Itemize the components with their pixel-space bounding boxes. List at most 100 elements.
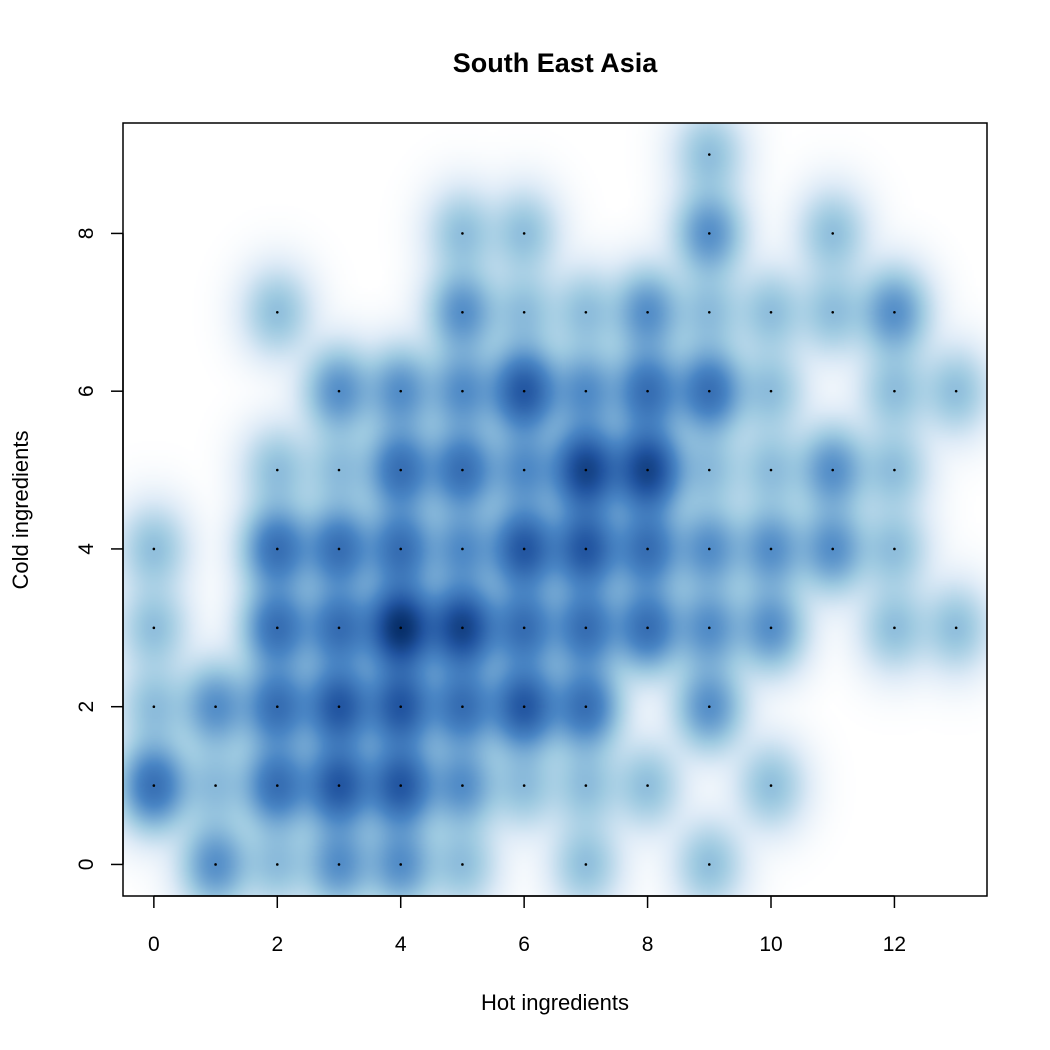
data-point bbox=[461, 784, 464, 787]
data-point bbox=[893, 311, 896, 314]
y-tick-label: 2 bbox=[75, 701, 98, 713]
x-tick-label: 4 bbox=[395, 933, 407, 956]
density-layer bbox=[123, 123, 987, 896]
data-point bbox=[275, 863, 279, 866]
data-point bbox=[152, 705, 156, 708]
data-point bbox=[584, 389, 588, 393]
data-point bbox=[954, 389, 958, 393]
data-point bbox=[275, 705, 279, 708]
data-point bbox=[584, 626, 588, 630]
data-point bbox=[522, 626, 526, 630]
data-point bbox=[214, 863, 217, 866]
x-tick-label: 6 bbox=[518, 933, 530, 956]
data-point bbox=[769, 547, 773, 551]
data-point bbox=[337, 468, 341, 472]
data-point bbox=[584, 705, 588, 708]
data-point bbox=[522, 547, 526, 551]
data-point bbox=[461, 468, 464, 472]
data-point bbox=[831, 311, 835, 314]
x-axis-title: Hot ingredients bbox=[481, 990, 629, 1015]
data-point bbox=[275, 784, 279, 787]
data-point bbox=[337, 389, 341, 393]
data-point bbox=[954, 626, 958, 630]
data-point bbox=[214, 705, 217, 708]
y-tick-label: 6 bbox=[75, 385, 98, 397]
y-tick-label: 4 bbox=[75, 543, 98, 555]
data-point bbox=[461, 705, 464, 708]
data-point bbox=[461, 863, 464, 866]
x-tick-label: 8 bbox=[642, 933, 654, 956]
data-point bbox=[522, 705, 526, 708]
data-point bbox=[214, 784, 217, 787]
x-tick-label: 2 bbox=[271, 933, 283, 956]
data-point bbox=[337, 705, 341, 708]
data-point bbox=[399, 547, 403, 551]
data-point bbox=[275, 468, 279, 472]
data-point bbox=[461, 389, 464, 393]
data-point bbox=[461, 547, 464, 551]
data-point bbox=[584, 311, 588, 314]
data-point bbox=[522, 784, 526, 787]
x-tick-label: 12 bbox=[883, 933, 906, 956]
data-point bbox=[584, 863, 588, 866]
data-point bbox=[707, 626, 711, 630]
data-point bbox=[769, 784, 773, 787]
data-point bbox=[337, 863, 341, 866]
data-point bbox=[707, 232, 711, 235]
data-point bbox=[584, 547, 588, 551]
data-point bbox=[337, 547, 341, 551]
data-point bbox=[399, 784, 403, 787]
data-point bbox=[646, 468, 649, 472]
data-point bbox=[399, 468, 403, 472]
data-point bbox=[461, 311, 464, 314]
y-axis-title: Cold ingredients bbox=[8, 431, 33, 590]
data-point bbox=[769, 626, 773, 630]
data-point bbox=[399, 389, 403, 393]
data-point bbox=[707, 547, 711, 551]
y-tick-label: 0 bbox=[75, 859, 98, 871]
data-point bbox=[707, 153, 711, 156]
data-point bbox=[584, 468, 588, 472]
chart-title: South East Asia bbox=[453, 48, 659, 78]
data-point bbox=[152, 626, 156, 630]
data-point bbox=[831, 468, 835, 472]
data-point bbox=[522, 468, 526, 472]
data-point bbox=[522, 311, 526, 314]
data-point bbox=[275, 547, 279, 551]
density-image bbox=[123, 123, 987, 896]
data-point bbox=[152, 784, 156, 787]
data-point bbox=[337, 626, 341, 630]
x-tick-label: 10 bbox=[759, 933, 782, 956]
data-point bbox=[522, 232, 526, 235]
data-point bbox=[707, 389, 711, 393]
data-point bbox=[707, 468, 711, 472]
points-layer bbox=[152, 153, 958, 866]
data-point bbox=[893, 468, 896, 472]
data-point bbox=[893, 626, 896, 630]
data-point bbox=[584, 784, 588, 787]
data-point bbox=[275, 311, 279, 314]
y-tick-label: 8 bbox=[75, 228, 98, 240]
data-point bbox=[522, 389, 526, 393]
data-point bbox=[769, 311, 773, 314]
data-point bbox=[707, 863, 711, 866]
data-point bbox=[646, 784, 649, 787]
data-point bbox=[831, 547, 835, 551]
x-tick-label: 0 bbox=[148, 933, 160, 956]
data-point bbox=[152, 547, 156, 551]
data-point bbox=[769, 389, 773, 393]
data-point bbox=[646, 626, 649, 630]
data-point bbox=[646, 311, 649, 314]
data-point bbox=[646, 547, 649, 551]
data-point bbox=[399, 626, 403, 630]
data-point bbox=[461, 232, 464, 235]
data-point bbox=[769, 468, 773, 472]
data-point bbox=[337, 784, 341, 787]
data-point bbox=[461, 626, 464, 630]
x-axis: 0 2 4 6 8 10 12 bbox=[148, 895, 906, 956]
data-point bbox=[399, 863, 403, 866]
data-point bbox=[399, 705, 403, 708]
data-point bbox=[893, 547, 896, 551]
data-point bbox=[893, 389, 896, 393]
